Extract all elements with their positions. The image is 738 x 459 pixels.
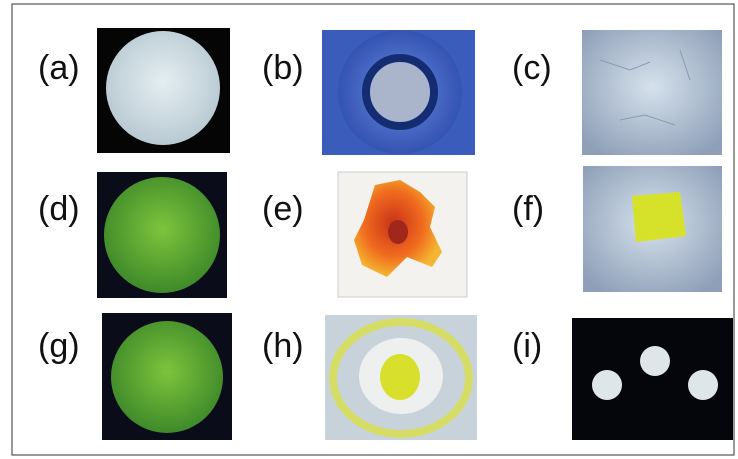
panel-label: (a) bbox=[38, 49, 80, 87]
panel-label: (c) bbox=[512, 49, 552, 87]
photo bbox=[582, 30, 722, 155]
panel-label: (h) bbox=[262, 327, 304, 365]
sample-disc bbox=[104, 177, 220, 293]
panel-b: (b) bbox=[262, 30, 475, 155]
panel-label: (b) bbox=[262, 49, 304, 87]
panel-c: (c) bbox=[512, 30, 722, 155]
panel-d: (d) bbox=[38, 172, 227, 298]
page: {"panels": [{"label": "(a)"}, {"label": … bbox=[0, 0, 738, 459]
panel-label: (f) bbox=[512, 190, 544, 228]
panel-h: (h) bbox=[262, 315, 477, 440]
figure: (a) (b) (c) (d) (e) (f) (g) ( bbox=[0, 0, 738, 459]
panel-label: (i) bbox=[512, 327, 542, 365]
panel-g: (g) bbox=[38, 313, 232, 440]
sample-disc bbox=[688, 370, 718, 400]
panel-label: (e) bbox=[262, 190, 304, 228]
sample-disc bbox=[106, 31, 220, 145]
panel-a: (a) bbox=[38, 28, 230, 153]
dark-spot bbox=[388, 220, 408, 244]
sample-disc bbox=[111, 321, 223, 433]
sample-disc bbox=[640, 346, 670, 376]
yellow-spot bbox=[380, 354, 420, 400]
yellow-spot bbox=[632, 192, 686, 242]
panel-i: (i) bbox=[512, 318, 733, 440]
panel-e: (e) bbox=[262, 172, 467, 297]
ring bbox=[366, 58, 434, 126]
panel-f: (f) bbox=[512, 166, 722, 292]
panel-label: (g) bbox=[38, 327, 80, 365]
panel-label: (d) bbox=[38, 190, 80, 228]
sample-disc bbox=[592, 370, 622, 400]
